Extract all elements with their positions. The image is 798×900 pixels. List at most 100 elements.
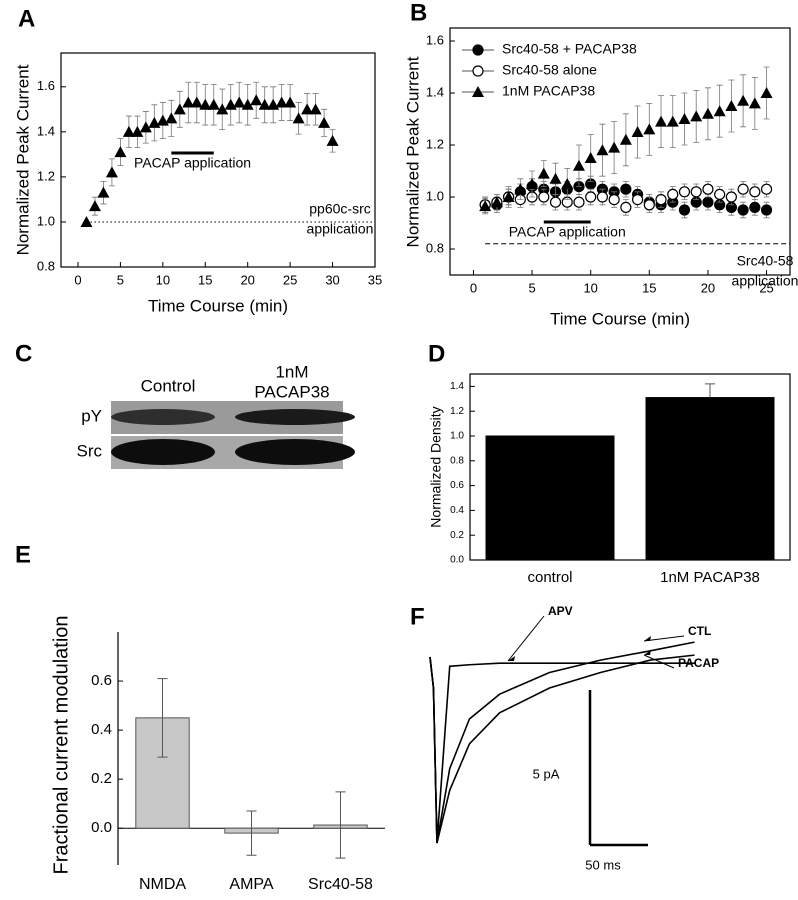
plot-frame [60, 52, 376, 268]
data-point [233, 96, 246, 108]
error-bar [157, 678, 168, 758]
y-axis-label: Fractional current modulation [50, 615, 72, 874]
y-tick-label: 0.4 [91, 721, 112, 738]
blot-band [111, 439, 215, 465]
data-point [631, 194, 644, 206]
label-arrow [643, 635, 685, 642]
x-tick-label: 10 [156, 272, 170, 287]
error-bar [246, 810, 257, 856]
x-tick-label: 0 [74, 272, 81, 287]
error-bar [335, 791, 346, 859]
data-point [713, 105, 726, 117]
y-axis-label: Normalized Density [428, 406, 444, 527]
y-tick-label: 1.4 [426, 84, 444, 99]
legend-label: Src40-58 + PACAP38 [502, 41, 637, 57]
data-point [749, 186, 761, 198]
error-bar [705, 383, 715, 398]
y-axis-label: Normalized Peak Current [403, 56, 422, 247]
y-tick-label: 0.2 [450, 530, 464, 541]
data-point [620, 183, 632, 195]
x-tick-label: 1nM PACAP38 [660, 569, 760, 586]
data-point [596, 144, 609, 156]
x-tick-label: 15 [198, 272, 212, 287]
bar [485, 435, 615, 561]
legend-label: 1nM PACAP38 [502, 83, 595, 99]
data-point [199, 98, 212, 110]
x-scale-label: 50 ms [585, 857, 621, 872]
legend-marker [472, 86, 484, 97]
data-point [690, 186, 702, 198]
data-point [678, 186, 691, 198]
lane-label: 1nM [275, 362, 308, 381]
y-tick-label: 0.4 [450, 505, 464, 516]
y-tick-label: 0.0 [450, 555, 464, 566]
x-tick-label: 35 [368, 272, 382, 287]
data-point [702, 196, 714, 208]
data-point [292, 112, 305, 124]
data-point [122, 125, 135, 137]
data-point [655, 194, 667, 206]
data-point [318, 116, 331, 128]
y-tick-label: 1.4 [37, 123, 55, 138]
data-point [737, 94, 750, 106]
panel-label: E [15, 541, 31, 568]
bar [645, 397, 775, 561]
y-tick-label: 0.6 [450, 480, 464, 491]
application-label: PACAP application [134, 155, 251, 171]
plot-frame [469, 373, 791, 561]
x-tick-label: 5 [117, 272, 124, 287]
data-point [608, 141, 621, 153]
x-tick-label: 5 [528, 280, 535, 295]
lane-label: PACAP38 [254, 382, 329, 401]
y-tick-label: 0.8 [450, 455, 464, 466]
data-point [88, 200, 101, 212]
lane-label: Control [141, 376, 196, 395]
y-tick-label: 0.6 [91, 672, 112, 689]
data-point [301, 103, 314, 115]
data-point [561, 178, 574, 189]
y-tick-label: 1.4 [450, 381, 464, 392]
data-point [749, 201, 761, 213]
application-label: PACAP application [509, 224, 626, 240]
blot-band [235, 439, 355, 465]
blot-band [235, 409, 355, 425]
legend-label: Src40-58 alone [502, 62, 597, 78]
data-point [514, 183, 527, 195]
data-point [585, 191, 597, 203]
data-point [678, 113, 691, 124]
data-point [502, 191, 515, 202]
y-tick-label: 1.0 [426, 188, 444, 203]
y-tick-label: 0.8 [37, 258, 55, 273]
x-tick-label: control [527, 569, 572, 586]
data-point [573, 196, 585, 208]
panel-label: A [18, 5, 35, 32]
data-point [139, 121, 152, 133]
data-point [737, 183, 749, 195]
data-point [479, 200, 492, 212]
data-point [549, 196, 562, 208]
data-point [714, 188, 726, 200]
arrow-head [644, 636, 651, 641]
data-point [105, 166, 118, 178]
y-tick-label: 1.6 [426, 32, 444, 47]
data-point [490, 196, 503, 208]
data-point [631, 126, 644, 137]
data-point [80, 215, 93, 227]
data-point [190, 96, 203, 108]
arrow-head [508, 656, 515, 661]
y-tick-label: 1.2 [426, 136, 444, 151]
x-tick-label: 10 [583, 280, 597, 295]
data-point [690, 110, 703, 122]
x-axis-label: Time Course (min) [148, 296, 288, 315]
panel-label: C [15, 340, 32, 367]
data-point [725, 100, 738, 111]
data-point [702, 183, 714, 195]
data-point [760, 204, 773, 216]
data-point [326, 134, 339, 146]
blot-band [111, 409, 215, 425]
y-tick-label: 1.0 [37, 213, 55, 228]
data-point [537, 167, 550, 179]
legend-marker [472, 44, 484, 56]
data-point [250, 94, 263, 106]
